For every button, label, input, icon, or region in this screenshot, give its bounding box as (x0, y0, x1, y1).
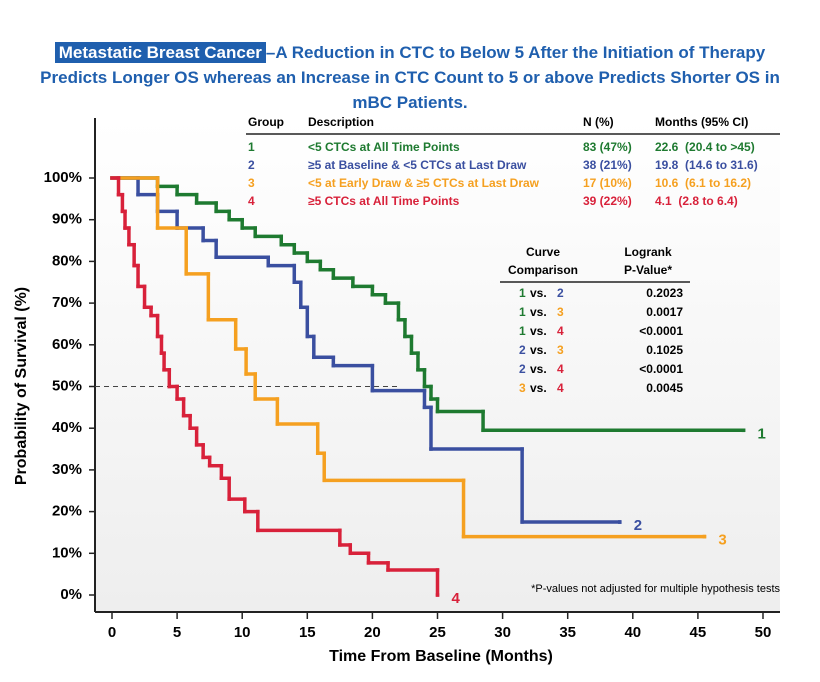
x-axis-title: Time From Baseline (Months) (329, 648, 553, 665)
y-tick-label: 50% (52, 377, 82, 394)
x-tick-label: 40 (624, 624, 641, 641)
comparison-a: 1 (519, 286, 526, 300)
legend-group: 3 (248, 176, 255, 190)
y-tick-label: 70% (52, 294, 82, 311)
p-value: 0.1025 (646, 343, 683, 357)
comparison-a: 1 (519, 305, 526, 319)
comparison-b: 4 (557, 362, 564, 376)
pvalue-header: P-Value* (624, 263, 672, 277)
y-tick-label: 40% (52, 419, 82, 436)
legend-n: 39 (22%) (583, 194, 632, 208)
legend-months: 22.6 (20.4 to >45) (655, 140, 755, 154)
comparison-b: 4 (557, 324, 564, 338)
y-tick-label: 20% (52, 503, 82, 520)
p-value: 0.0017 (646, 305, 683, 319)
x-tick-label: 15 (299, 624, 316, 641)
y-tick-label: 10% (52, 544, 82, 561)
x-tick-label: 10 (234, 624, 251, 641)
legend-description: <5 at Early Draw & ≥5 CTCs at Last Draw (308, 176, 540, 190)
x-tick-label: 35 (559, 624, 576, 641)
comparison-b: 2 (557, 286, 564, 300)
pvalue-header: Logrank (624, 245, 672, 259)
comparison-header: Curve (526, 245, 560, 259)
comparison-vs: vs. (530, 362, 547, 376)
curve-label: 4 (452, 590, 461, 607)
legend-group: 4 (248, 194, 255, 208)
y-tick-label: 90% (52, 211, 82, 228)
x-tick-label: 50 (755, 624, 772, 641)
legend-months: 10.6 (6.1 to 16.2) (655, 176, 751, 190)
comparison-vs: vs. (530, 286, 547, 300)
legend-header: N (%) (583, 115, 614, 129)
p-value: <0.0001 (639, 324, 683, 338)
comparison-a: 2 (519, 362, 526, 376)
y-tick-label: 80% (52, 252, 82, 269)
footnote: *P-values not adjusted for multiple hypo… (531, 583, 780, 595)
legend-n: 38 (21%) (583, 158, 632, 172)
y-tick-label: 30% (52, 461, 82, 478)
x-tick-label: 0 (108, 624, 116, 641)
comparison-vs: vs. (530, 381, 547, 395)
title-highlight: Metastatic Breast Cancer (54, 42, 266, 63)
title-text: –A Reduction in CTC to Below 5 After the… (40, 43, 780, 112)
x-tick-label: 25 (429, 624, 446, 641)
comparison-b: 3 (557, 305, 564, 319)
legend-group: 1 (248, 140, 255, 154)
comparison-a: 3 (519, 381, 526, 395)
legend-group: 2 (248, 158, 255, 172)
legend-n: 83 (47%) (583, 140, 632, 154)
p-value: <0.0001 (639, 362, 683, 376)
x-tick-label: 45 (690, 624, 707, 641)
legend-description: <5 CTCs at All Time Points (308, 140, 460, 154)
x-tick-label: 20 (364, 624, 381, 641)
y-axis-title: Probability of Survival (%) (13, 287, 30, 485)
comparison-header: Comparison (508, 263, 578, 277)
legend-months: 19.8 (14.6 to 31.6) (655, 158, 758, 172)
x-tick-label: 30 (494, 624, 511, 641)
p-value: 0.2023 (646, 286, 683, 300)
y-tick-label: 0% (60, 586, 82, 603)
comparison-vs: vs. (530, 343, 547, 357)
legend-months: 4.1 (2.8 to 6.4) (655, 194, 738, 208)
curve-label: 1 (757, 425, 765, 442)
comparison-a: 1 (519, 324, 526, 338)
comparison-b: 4 (557, 381, 564, 395)
legend-header: Months (95% CI) (655, 115, 748, 129)
comparison-b: 3 (557, 343, 564, 357)
legend-header: Description (308, 115, 374, 129)
legend-description: ≥5 at Baseline & <5 CTCs at Last Draw (308, 158, 527, 172)
comparison-vs: vs. (530, 305, 547, 319)
y-tick-label: 100% (44, 169, 82, 186)
legend-n: 17 (10%) (583, 176, 632, 190)
legend-header: Group (248, 115, 284, 129)
comparison-a: 2 (519, 343, 526, 357)
curve-label: 3 (718, 532, 726, 549)
chart-title: Metastatic Breast Cancer –A Reduction in … (40, 40, 780, 115)
comparison-vs: vs. (530, 324, 547, 338)
legend-description: ≥5 CTCs at All Time Points (308, 194, 460, 208)
curve-label: 2 (634, 517, 642, 534)
y-tick-label: 60% (52, 336, 82, 353)
x-tick-label: 5 (173, 624, 181, 641)
p-value: 0.0045 (646, 381, 683, 395)
